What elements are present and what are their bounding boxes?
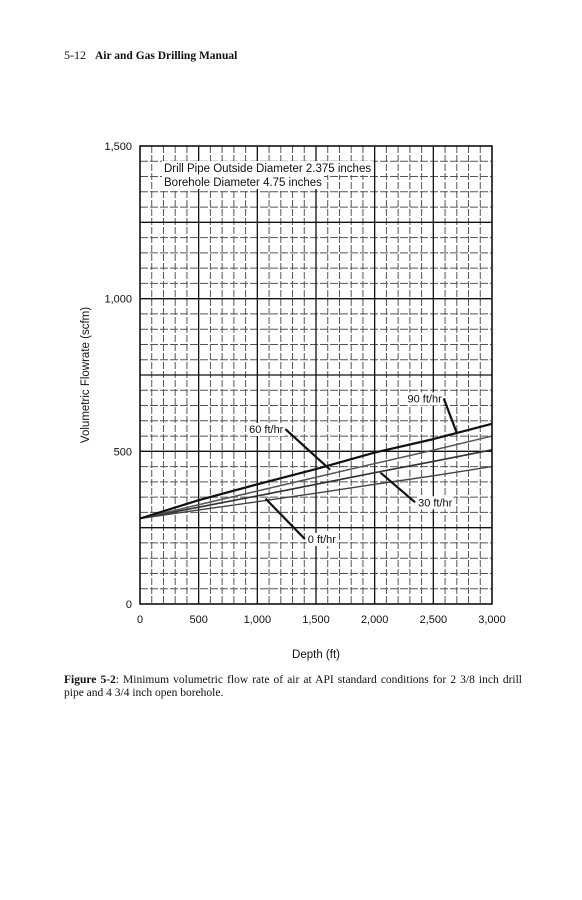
x-axis-title: Depth (ft) [292, 649, 340, 661]
series-label: 90 ft/hr [408, 393, 443, 405]
flowrate-chart: Drill Pipe Outside Diameter 2.375 inches… [0, 0, 582, 680]
x-tick-label: 0 [137, 614, 143, 626]
x-tick-label: 500 [189, 614, 207, 626]
x-tick-label: 1,500 [302, 614, 330, 626]
y-tick-label: 1,000 [104, 294, 132, 306]
y-tick-label: 0 [126, 599, 132, 611]
y-axis-title: Volumetric Flowrate (scfm) [80, 307, 92, 443]
annotation-text: Drill Pipe Outside Diameter 2.375 inches [164, 163, 371, 175]
figure-caption: Figure 5-2: Minimum volumetric flow rate… [64, 674, 522, 700]
x-tick-label: 1,000 [244, 614, 272, 626]
y-tick-label: 500 [114, 446, 132, 458]
series-label: 0 ft/hr [308, 534, 336, 546]
x-tick-label: 3,000 [478, 614, 506, 626]
x-tick-label: 2,500 [420, 614, 448, 626]
y-tick-label: 1,500 [104, 141, 132, 153]
caption-text: : Minimum volumetric flow rate of air at… [64, 674, 522, 699]
figure-label: Figure 5-2 [64, 674, 116, 686]
chart-annotations: Drill Pipe Outside Diameter 2.375 inches… [162, 161, 373, 189]
series-label-leader [444, 398, 457, 433]
annotation-text: Borehole Diameter 4.75 inches [164, 177, 322, 189]
series-label: 30 ft/hr [418, 497, 453, 509]
series-label: 60 ft/hr [249, 424, 284, 436]
series-label-leader [266, 499, 305, 539]
x-tick-label: 2,000 [361, 614, 389, 626]
